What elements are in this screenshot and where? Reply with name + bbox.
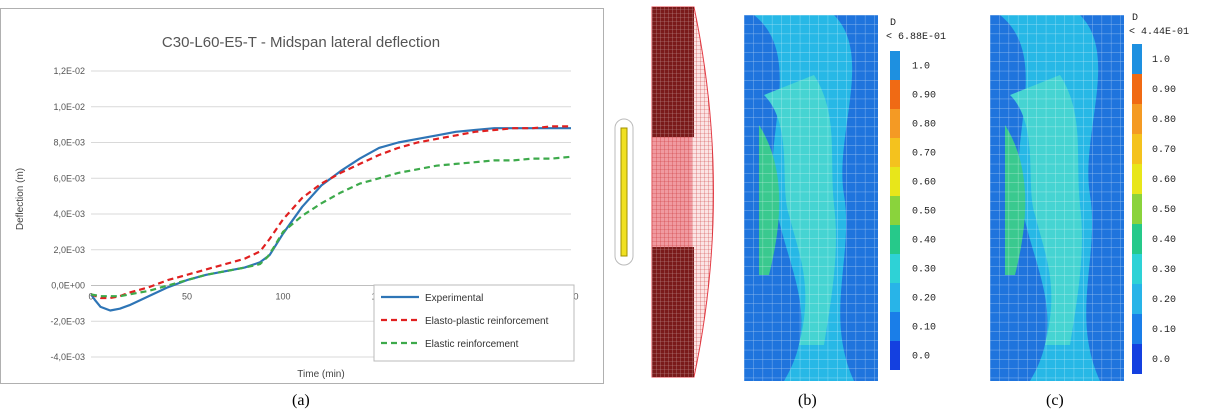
colorbar-label: 1.0: [1152, 55, 1170, 66]
colorbar-label: 0.0: [1152, 355, 1170, 366]
y-tick-label: 8,0E-03: [53, 138, 85, 148]
colorbar-label: 0.70: [912, 149, 936, 160]
colorbar-label: 0.90: [912, 91, 936, 102]
colorbar-b-labels: 1.0 0.90 0.80 0.70 0.60 0.50 0.40 0.30 0.20 0.10 0…: [912, 62, 936, 363]
colorbar-swatch: [890, 138, 900, 167]
mesh-bottom-grid: [652, 247, 694, 377]
colorbar-label: 0.50: [1152, 205, 1176, 216]
colorbar-swatch: [1132, 224, 1142, 254]
y-tick-label: 6,0E-03: [53, 173, 85, 183]
panel-label-a: (a): [292, 392, 310, 409]
colorbar-swatch: [890, 80, 900, 109]
colorbar-label: 0.10: [1152, 325, 1176, 336]
colorbar-swatch: [1132, 284, 1142, 314]
line-chart: C30-L60-E5-T - Midspan lateral deflectio…: [15, 34, 579, 380]
panel-label-c: (c): [1046, 392, 1064, 409]
colorbar-label: 0.20: [1152, 295, 1176, 306]
colorbar-label: 0.80: [1152, 115, 1176, 126]
colorbar-swatch: [1132, 134, 1142, 164]
column-indicator: [614, 118, 634, 266]
y-tick-label: 4,0E-03: [53, 209, 85, 219]
colorbar-b: D < 6.88E-01 1.0 0.90 0.80 0.70 0.60 0.50 0.40…: [886, 18, 946, 370]
y-tick-label: 2,0E-03: [53, 245, 85, 255]
contour-plot-b: [744, 15, 878, 381]
chart-title: C30-L60-E5-T - Midspan lateral deflectio…: [162, 34, 440, 51]
contour-c-mesh: [990, 15, 1124, 381]
chart-legend: Experimental Elasto-plastic reinforcemen…: [373, 284, 575, 362]
colorbar-b-variable: D: [890, 18, 896, 29]
colorbar-swatch: [890, 109, 900, 138]
x-axis-label: Time (min): [297, 369, 344, 380]
deformed-mesh: [651, 6, 714, 378]
legend-label-elastic: Elastic reinforcement: [425, 339, 519, 350]
colorbar-label: 0.80: [912, 120, 936, 131]
colorbar-label: 0.90: [1152, 85, 1176, 96]
colorbar-swatch: [890, 167, 900, 196]
colorbar-label: 0.10: [912, 323, 936, 334]
colorbar-swatch: [1132, 74, 1142, 104]
colorbar-c-swatches: [1132, 44, 1142, 374]
column-indicator-bar: [620, 127, 628, 257]
colorbar-label: 0.60: [912, 178, 936, 189]
panel-label-b: (b): [798, 392, 817, 409]
colorbar-label: 0.70: [1152, 145, 1176, 156]
x-tick-label: 50: [182, 292, 192, 302]
colorbar-swatch: [1132, 314, 1142, 344]
series-line-1: [90, 125, 571, 300]
colorbar-label: 0.0: [912, 352, 930, 363]
colorbar-swatch: [890, 341, 900, 370]
y-axis-label: Deflection (m): [15, 168, 26, 230]
colorbar-swatch: [1132, 164, 1142, 194]
colorbar-b-swatches: [890, 51, 900, 370]
colorbar-swatch: [1132, 254, 1142, 284]
colorbar-label: 0.50: [912, 207, 936, 218]
colorbar-label: 0.60: [1152, 175, 1176, 186]
series-lines: [90, 125, 572, 312]
colorbar-c-variable: D: [1132, 13, 1138, 24]
colorbar-swatch: [890, 312, 900, 341]
colorbar-swatch: [890, 225, 900, 254]
colorbar-swatch: [890, 254, 900, 283]
x-tick-label: 100: [275, 292, 290, 302]
colorbar-label: 0.40: [912, 236, 936, 247]
colorbar-swatch: [1132, 194, 1142, 224]
colorbar-swatch: [1132, 344, 1142, 374]
y-tick-label: -4,0E-03: [50, 352, 85, 362]
colorbar-c-labels: 1.0 0.90 0.80 0.70 0.60 0.50 0.40 0.30 0.20 0.10 0…: [1152, 55, 1176, 366]
colorbar-label: 0.40: [1152, 235, 1176, 246]
mesh-top-grid: [652, 7, 694, 137]
legend-label-elasto-plastic: Elasto-plastic reinforcement: [425, 316, 549, 327]
colorbar-label: 0.30: [912, 265, 936, 276]
colorbar-label: 1.0: [912, 62, 930, 73]
y-tick-labels: -4,0E-03 -2,0E-03 0,0E+00 2,0E-03 4,0E-03 6,0…: [50, 66, 85, 362]
mesh-middle-grid: [652, 137, 692, 247]
colorbar-b-max: < 6.88E-01: [886, 32, 946, 43]
x-tick-label: 0: [88, 292, 93, 302]
series-line-2: [90, 155, 572, 298]
series-line-0: [90, 127, 571, 312]
y-tick-label: -2,0E-03: [50, 316, 85, 326]
colorbar-label: 0.20: [912, 294, 936, 305]
colorbar-swatch: [1132, 104, 1142, 134]
y-tick-label: 1,0E-02: [53, 102, 85, 112]
colorbar-c-max: < 4.44E-01: [1129, 27, 1189, 38]
contour-plot-c: [990, 15, 1124, 381]
colorbar-swatch: [890, 196, 900, 225]
legend-label-experimental: Experimental: [425, 293, 483, 304]
colorbar-swatch: [890, 51, 900, 80]
contour-b-mesh: [744, 15, 878, 381]
y-tick-label: 0,0E+00: [51, 281, 85, 291]
y-tick-label: 1,2E-02: [53, 66, 85, 76]
colorbar-swatch: [890, 283, 900, 312]
colorbar-swatch: [1132, 44, 1142, 74]
line-chart-panel: C30-L60-E5-T - Midspan lateral deflectio…: [0, 8, 604, 384]
colorbar-c: D < 4.44E-01 1.0 0.90 0.80 0.70 0.60 0.50 0.40…: [1129, 13, 1189, 374]
colorbar-label: 0.30: [1152, 265, 1176, 276]
